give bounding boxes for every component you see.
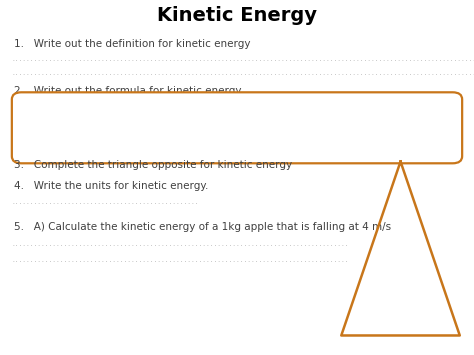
Text: 5.   A) Calculate the kinetic energy of a 1kg apple that is falling at 4 m/s: 5. A) Calculate the kinetic energy of a … (14, 222, 392, 232)
Text: ................................................................................: ........................................… (12, 57, 474, 62)
Text: 2.   Write out the formula for kinetic energy: 2. Write out the formula for kinetic ene… (14, 86, 242, 95)
Text: 1.   Write out the definition for kinetic energy: 1. Write out the definition for kinetic … (14, 39, 251, 49)
Text: ..................................................: ........................................… (12, 200, 200, 205)
FancyBboxPatch shape (12, 92, 462, 163)
Text: ................................................................................: ........................................… (12, 258, 349, 263)
Text: Kinetic Energy: Kinetic Energy (157, 6, 317, 26)
Text: 3.   Complete the triangle opposite for kinetic energy: 3. Complete the triangle opposite for ki… (14, 160, 292, 170)
Text: 4.   Write the units for kinetic energy.: 4. Write the units for kinetic energy. (14, 181, 209, 191)
Text: ................................................................................: ........................................… (12, 242, 349, 247)
Text: ................................................................................: ........................................… (12, 71, 474, 76)
